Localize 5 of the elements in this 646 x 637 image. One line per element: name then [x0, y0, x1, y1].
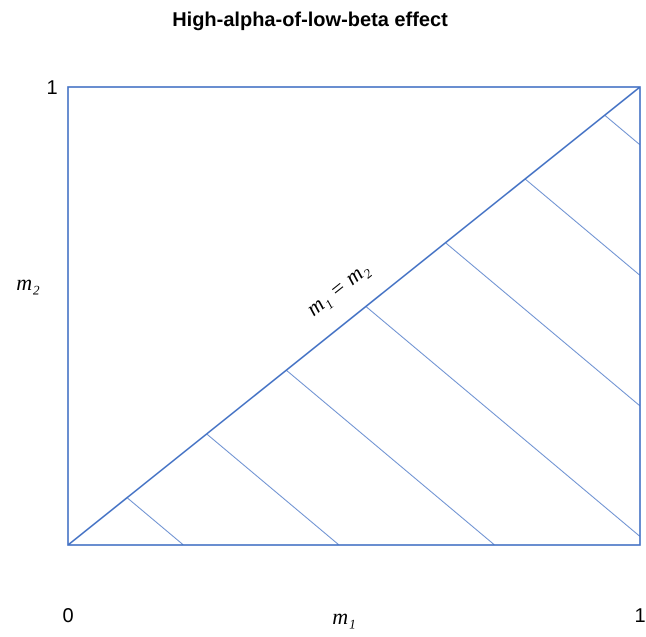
x-axis-title: m₁	[332, 604, 356, 629]
annotation: m₁ = m₂	[301, 255, 374, 321]
chart-title: High-alpha-of-low-beta effect	[172, 9, 448, 31]
y-axis-title: m₂	[16, 270, 40, 295]
x-tick-label: 0	[62, 605, 74, 627]
